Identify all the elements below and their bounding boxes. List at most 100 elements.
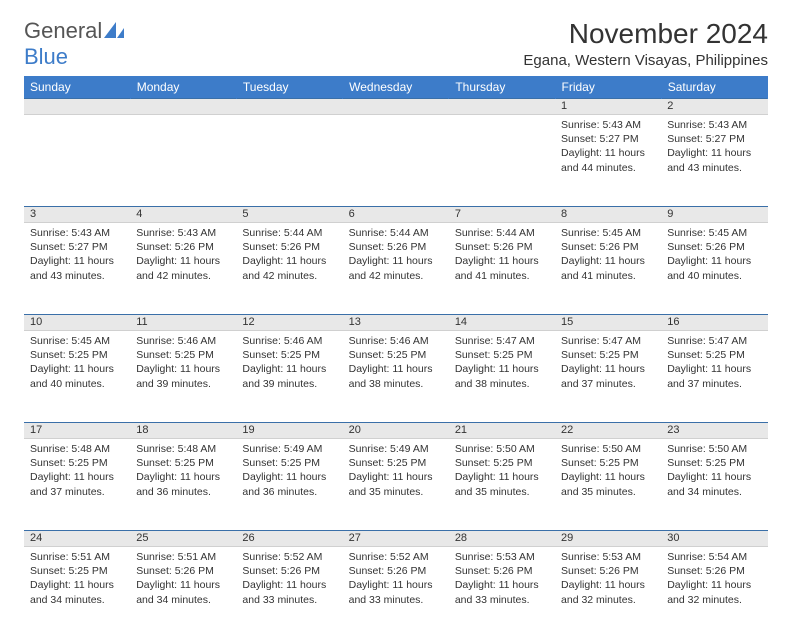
daynum-row: 12 [24,99,768,115]
day-number-cell: 23 [661,423,767,439]
sunset-text: Sunset: 5:26 PM [136,564,230,578]
day-number-cell: 8 [555,207,661,223]
daylight-text: Daylight: 11 hours and 42 minutes. [242,254,336,282]
content-row: Sunrise: 5:45 AMSunset: 5:25 PMDaylight:… [24,331,768,423]
day-number-cell: 25 [130,531,236,547]
day-number-cell: 22 [555,423,661,439]
daylight-text: Daylight: 11 hours and 35 minutes. [455,470,549,498]
day-number-cell [24,99,130,115]
sunrise-text: Sunrise: 5:50 AM [561,442,655,456]
day-number-cell: 18 [130,423,236,439]
day-content-cell: Sunrise: 5:49 AMSunset: 5:25 PMDaylight:… [236,439,342,531]
sunrise-text: Sunrise: 5:48 AM [30,442,124,456]
sunrise-text: Sunrise: 5:51 AM [30,550,124,564]
sunset-text: Sunset: 5:25 PM [349,348,443,362]
daylight-text: Daylight: 11 hours and 37 minutes. [561,362,655,390]
title-block: November 2024 Egana, Western Visayas, Ph… [523,18,768,69]
sunrise-text: Sunrise: 5:45 AM [667,226,761,240]
header: General Blue November 2024 Egana, Wester… [24,18,768,70]
day-number-cell [236,99,342,115]
daylight-text: Daylight: 11 hours and 39 minutes. [242,362,336,390]
weekday-header-row: Sunday Monday Tuesday Wednesday Thursday… [24,76,768,99]
content-row: Sunrise: 5:43 AMSunset: 5:27 PMDaylight:… [24,115,768,207]
location-subtitle: Egana, Western Visayas, Philippines [523,52,768,69]
daylight-text: Daylight: 11 hours and 32 minutes. [667,578,761,606]
day-content-cell: Sunrise: 5:48 AMSunset: 5:25 PMDaylight:… [130,439,236,531]
logo-gray: General [24,18,102,43]
sunrise-text: Sunrise: 5:47 AM [667,334,761,348]
weekday-header: Saturday [661,76,767,99]
daylight-text: Daylight: 11 hours and 42 minutes. [136,254,230,282]
sunset-text: Sunset: 5:25 PM [561,348,655,362]
sunset-text: Sunset: 5:26 PM [561,564,655,578]
day-number-cell: 14 [449,315,555,331]
day-content-cell: Sunrise: 5:46 AMSunset: 5:25 PMDaylight:… [343,331,449,423]
daylight-text: Daylight: 11 hours and 44 minutes. [561,146,655,174]
sunrise-text: Sunrise: 5:44 AM [242,226,336,240]
day-number-cell: 28 [449,531,555,547]
day-number-cell [130,99,236,115]
sunset-text: Sunset: 5:25 PM [455,348,549,362]
weekday-header: Monday [130,76,236,99]
day-content-cell: Sunrise: 5:48 AMSunset: 5:25 PMDaylight:… [24,439,130,531]
sunset-text: Sunset: 5:26 PM [136,240,230,254]
day-content-cell [130,115,236,207]
day-number-cell: 6 [343,207,449,223]
day-content-cell: Sunrise: 5:51 AMSunset: 5:25 PMDaylight:… [24,547,130,639]
sunrise-text: Sunrise: 5:54 AM [667,550,761,564]
sunrise-text: Sunrise: 5:48 AM [136,442,230,456]
sunrise-text: Sunrise: 5:45 AM [561,226,655,240]
daynum-row: 17181920212223 [24,423,768,439]
day-number-cell: 5 [236,207,342,223]
daylight-text: Daylight: 11 hours and 34 minutes. [30,578,124,606]
day-content-cell: Sunrise: 5:46 AMSunset: 5:25 PMDaylight:… [130,331,236,423]
sunset-text: Sunset: 5:26 PM [667,564,761,578]
sunset-text: Sunset: 5:26 PM [242,240,336,254]
day-number-cell: 27 [343,531,449,547]
day-content-cell: Sunrise: 5:54 AMSunset: 5:26 PMDaylight:… [661,547,767,639]
daylight-text: Daylight: 11 hours and 35 minutes. [349,470,443,498]
day-content-cell: Sunrise: 5:44 AMSunset: 5:26 PMDaylight:… [449,223,555,315]
sunrise-text: Sunrise: 5:43 AM [136,226,230,240]
sunset-text: Sunset: 5:25 PM [349,456,443,470]
calendar-table: Sunday Monday Tuesday Wednesday Thursday… [24,76,768,639]
weekday-header: Thursday [449,76,555,99]
daylight-text: Daylight: 11 hours and 37 minutes. [30,470,124,498]
day-content-cell: Sunrise: 5:45 AMSunset: 5:26 PMDaylight:… [661,223,767,315]
daylight-text: Daylight: 11 hours and 34 minutes. [667,470,761,498]
sunrise-text: Sunrise: 5:50 AM [455,442,549,456]
day-number-cell: 2 [661,99,767,115]
daylight-text: Daylight: 11 hours and 33 minutes. [349,578,443,606]
day-number-cell: 24 [24,531,130,547]
day-number-cell: 12 [236,315,342,331]
daylight-text: Daylight: 11 hours and 43 minutes. [667,146,761,174]
day-content-cell [24,115,130,207]
day-content-cell: Sunrise: 5:52 AMSunset: 5:26 PMDaylight:… [236,547,342,639]
day-content-cell: Sunrise: 5:43 AMSunset: 5:27 PMDaylight:… [661,115,767,207]
day-content-cell: Sunrise: 5:44 AMSunset: 5:26 PMDaylight:… [343,223,449,315]
sunset-text: Sunset: 5:27 PM [561,132,655,146]
sunrise-text: Sunrise: 5:46 AM [136,334,230,348]
weekday-header: Sunday [24,76,130,99]
sunset-text: Sunset: 5:25 PM [30,456,124,470]
sunrise-text: Sunrise: 5:47 AM [455,334,549,348]
sunset-text: Sunset: 5:25 PM [30,348,124,362]
day-content-cell: Sunrise: 5:53 AMSunset: 5:26 PMDaylight:… [449,547,555,639]
day-content-cell: Sunrise: 5:43 AMSunset: 5:27 PMDaylight:… [555,115,661,207]
day-number-cell: 9 [661,207,767,223]
day-content-cell: Sunrise: 5:50 AMSunset: 5:25 PMDaylight:… [661,439,767,531]
sunset-text: Sunset: 5:27 PM [30,240,124,254]
sunrise-text: Sunrise: 5:46 AM [242,334,336,348]
day-content-cell: Sunrise: 5:49 AMSunset: 5:25 PMDaylight:… [343,439,449,531]
sunset-text: Sunset: 5:26 PM [455,564,549,578]
weekday-header: Wednesday [343,76,449,99]
day-number-cell: 3 [24,207,130,223]
day-number-cell: 17 [24,423,130,439]
daylight-text: Daylight: 11 hours and 42 minutes. [349,254,443,282]
day-content-cell: Sunrise: 5:47 AMSunset: 5:25 PMDaylight:… [555,331,661,423]
day-number-cell: 7 [449,207,555,223]
logo-blue: Blue [24,44,68,69]
content-row: Sunrise: 5:51 AMSunset: 5:25 PMDaylight:… [24,547,768,639]
daynum-row: 24252627282930 [24,531,768,547]
day-content-cell [449,115,555,207]
